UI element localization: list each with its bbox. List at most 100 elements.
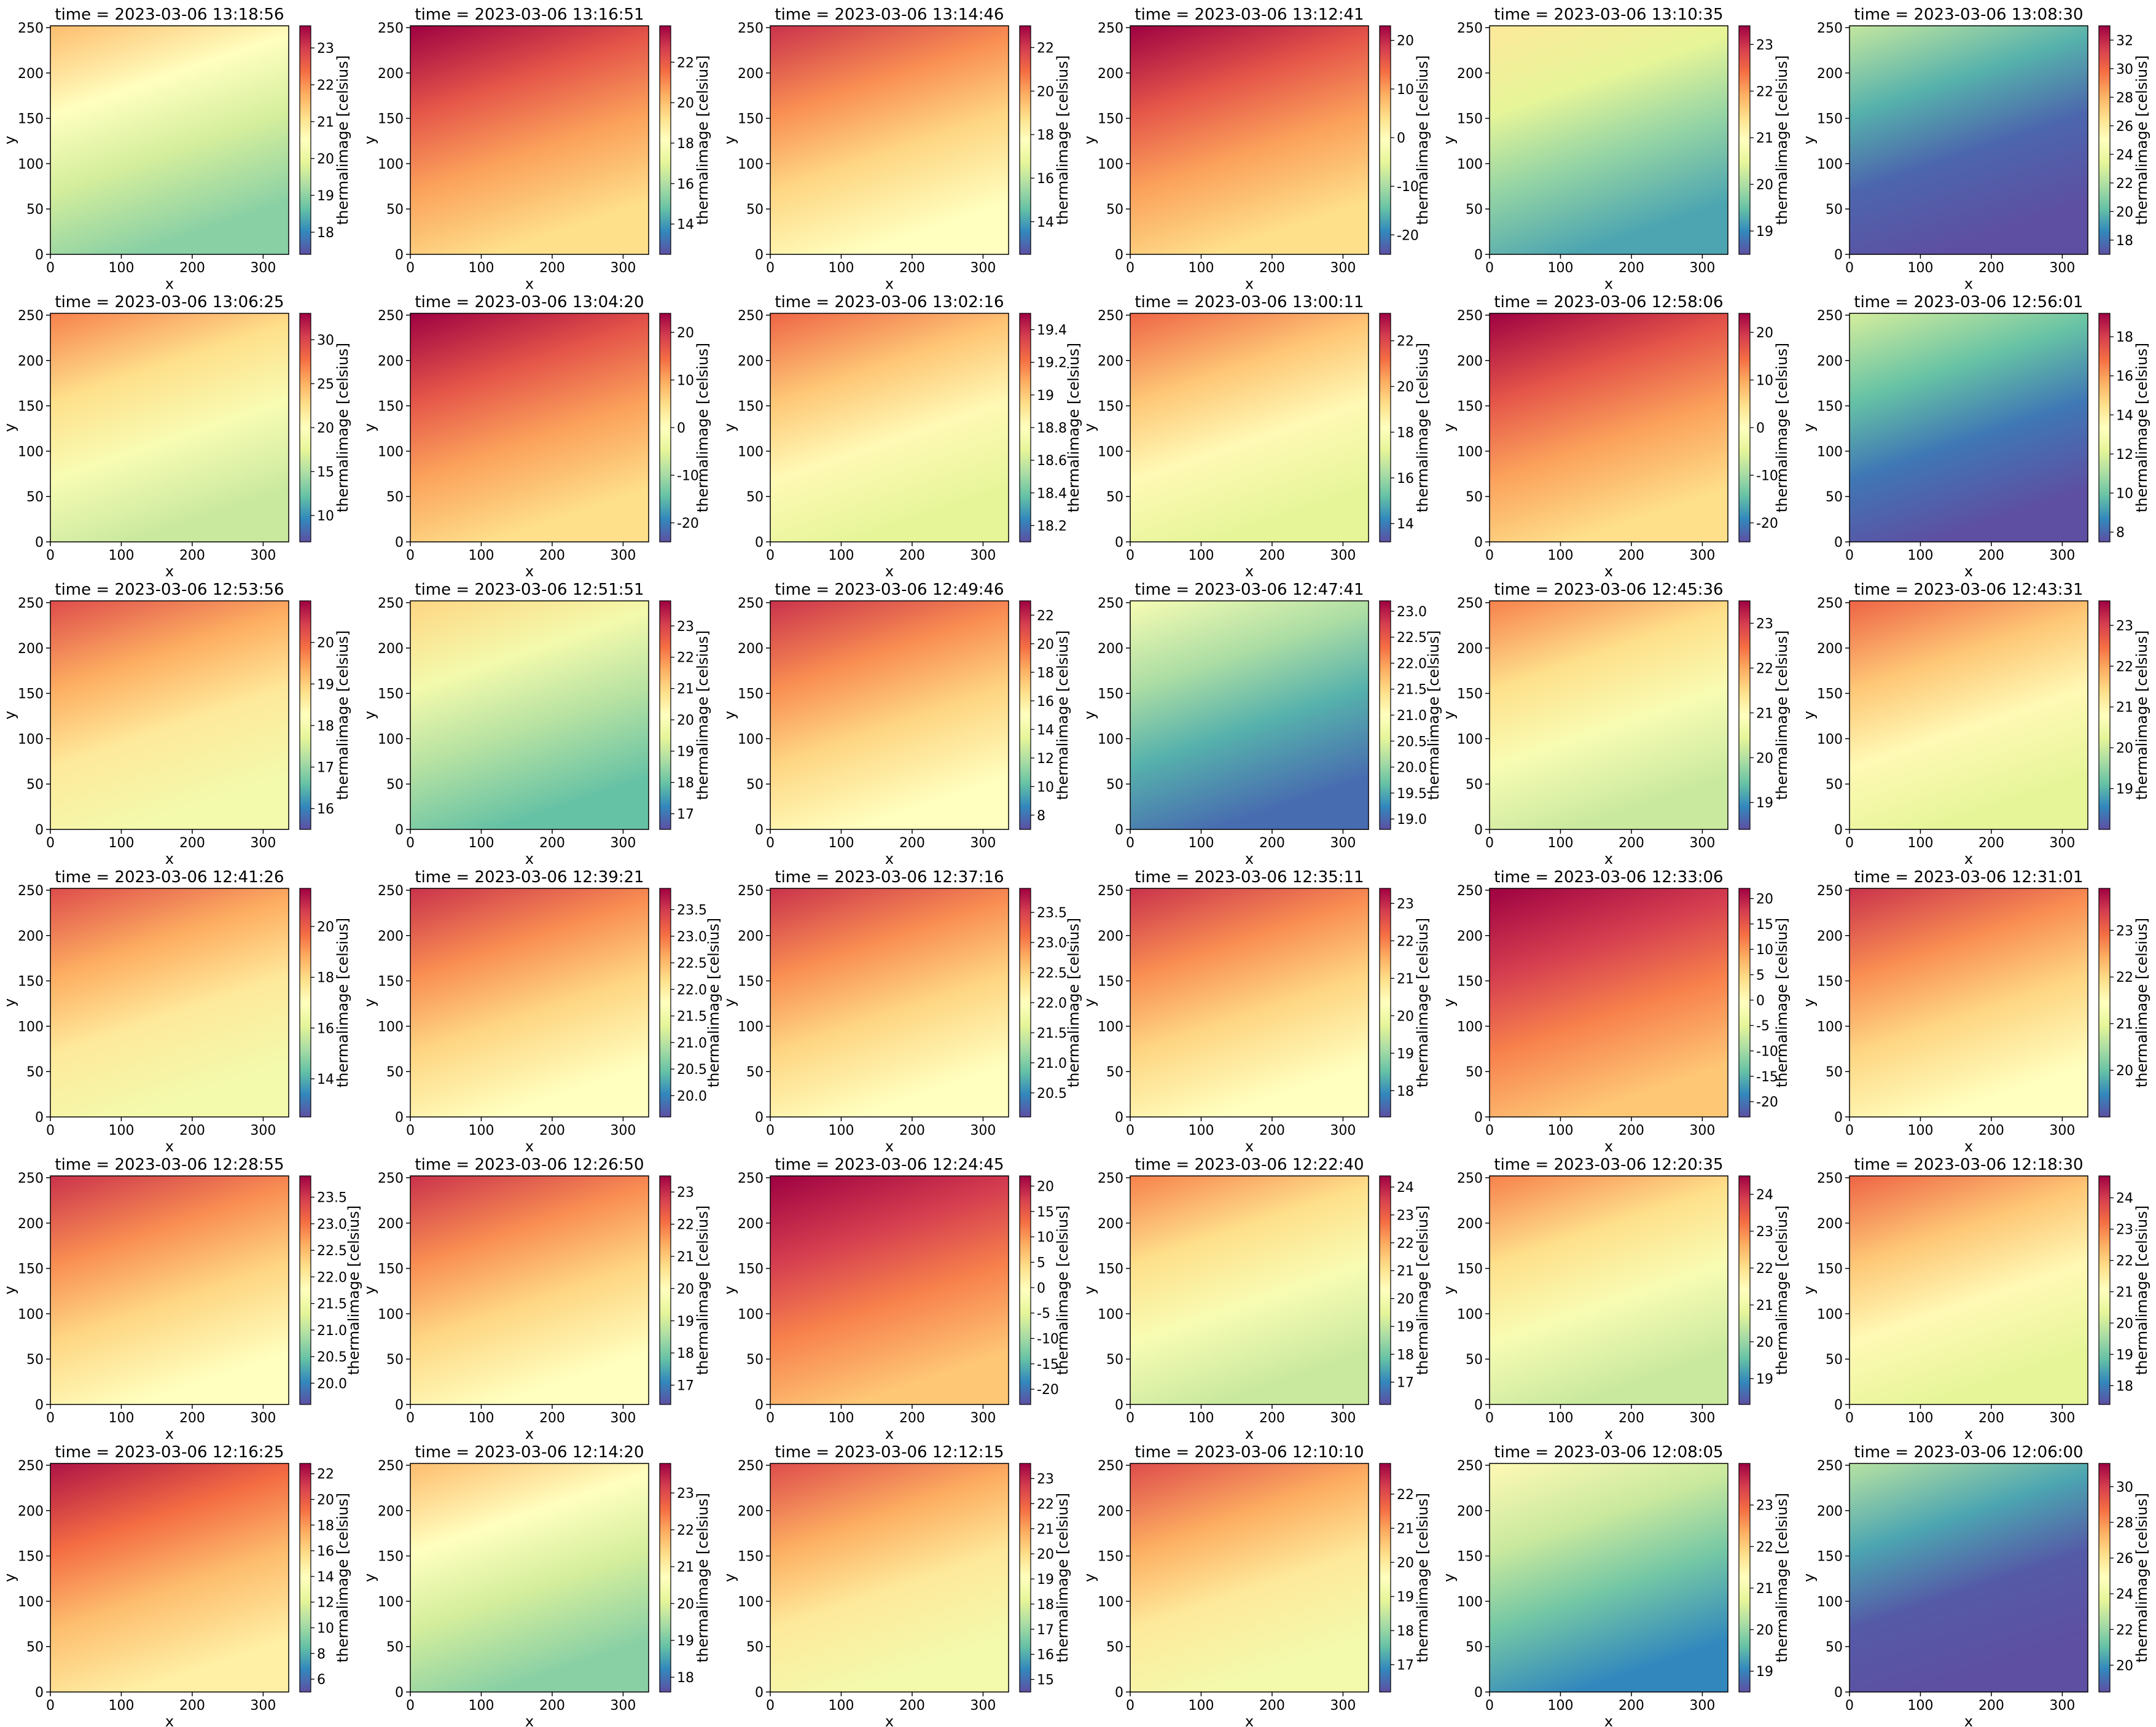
colorbar [299, 600, 311, 830]
heatmap-image [410, 313, 649, 542]
x-tick-label: 100 [108, 1698, 134, 1713]
subplot-26: time = 2023-03-06 12:26:50 0 100 200 300 0 50 1… [361, 1156, 711, 1443]
colorbar-tick-label: 21 [317, 115, 334, 130]
y-tick-label: 100 [1098, 444, 1123, 460]
colorbar-tick-label: 23 [2116, 1223, 2133, 1238]
colorbar-tick-label: 15 [317, 465, 334, 480]
x-tick-label: 0 [406, 836, 415, 851]
y-tick-label: 100 [738, 1594, 764, 1610]
x-tick-label: 300 [610, 1698, 636, 1713]
colorbar-tick-label: 20 [677, 1282, 694, 1297]
y-tick-label: 250 [1098, 1171, 1123, 1186]
x-axis-label: x [1245, 1138, 1254, 1155]
heatmap-image [410, 26, 649, 254]
x-tick-label: 300 [1330, 1123, 1356, 1138]
x-tick-label: 300 [2049, 260, 2075, 276]
colorbar-tick-label: 26 [2116, 1551, 2133, 1567]
colorbar-tick-label: 24 [2116, 147, 2133, 163]
x-tick-label: 100 [1188, 548, 1214, 563]
y-tick-label: 0 [1474, 535, 1483, 550]
x-axis-label: x [525, 563, 534, 580]
y-tick-label: 100 [1457, 1594, 1483, 1610]
colorbar [659, 1175, 671, 1405]
colorbar-tick-label: 16 [317, 1544, 334, 1559]
y-tick-label: 50 [746, 777, 764, 793]
y-tick-label: 250 [738, 21, 764, 36]
x-tick-label: 200 [539, 1411, 565, 1426]
y-axis-label: y [721, 1286, 738, 1294]
colorbar-tick-label: 19 [317, 189, 334, 204]
colorbar-tick-label: 21 [1397, 1264, 1414, 1279]
colorbar-tick-label: 22 [677, 651, 694, 666]
y-tick-label: 200 [1457, 354, 1483, 369]
y-tick-label: 50 [1466, 202, 1483, 217]
colorbar [299, 888, 311, 1118]
colorbar-label: thermalimage [celsius] [1773, 55, 1791, 225]
y-tick-label: 100 [1817, 732, 1843, 747]
colorbar-tick-label: 19 [317, 677, 334, 692]
x-axis-label: x [885, 275, 894, 292]
x-axis-label: x [1964, 563, 1973, 580]
y-axis-label: y [1081, 423, 1098, 432]
colorbar [659, 313, 671, 542]
colorbar-tick-label: 20.0 [1397, 761, 1427, 776]
y-tick-label: 200 [1098, 1216, 1123, 1232]
colorbar-tick-label: 21 [1756, 131, 1773, 146]
y-tick-label: 50 [386, 1640, 404, 1655]
heatmap-image [770, 601, 1009, 829]
colorbar [1019, 25, 1031, 255]
y-axis-label: y [1800, 136, 1818, 144]
colorbar-tick-label: 23 [317, 41, 334, 57]
colorbar-tick-label: 18 [1397, 1347, 1414, 1363]
colorbar-tick-label: 23 [2116, 619, 2133, 634]
y-tick-label: 250 [1817, 1459, 1843, 1474]
subplot-4: time = 2023-03-06 13:12:410 100 200 3000501… [1081, 6, 1431, 292]
y-tick-label: 200 [378, 929, 404, 944]
x-tick-label: 300 [610, 548, 636, 563]
colorbar [1379, 25, 1391, 255]
x-tick-label: 100 [1188, 1411, 1214, 1426]
y-tick-label: 150 [18, 1262, 44, 1277]
subplot-title: time = 2023-03-06 12:49:46 [775, 581, 1004, 599]
plot-frame [410, 1463, 649, 1693]
y-tick-label: 50 [386, 1352, 404, 1368]
x-axis-label: x [1964, 1425, 1973, 1443]
x-axis-label: x [165, 275, 174, 292]
colorbar [2098, 888, 2111, 1118]
y-tick-label: 250 [738, 308, 764, 324]
colorbar-tick-label: 12 [317, 1596, 334, 1611]
y-tick-label: 50 [1106, 777, 1123, 793]
y-tick-label: 100 [1098, 1307, 1123, 1322]
plot-frame [1130, 600, 1369, 830]
heatmap-image [1130, 888, 1369, 1117]
y-tick-label: 100 [18, 1019, 44, 1035]
y-tick-label: 150 [1457, 1262, 1483, 1277]
subplot-title: time = 2023-03-06 12:18:30 [1854, 1156, 2083, 1174]
x-tick-label: 0 [406, 1411, 415, 1426]
colorbar-tick-label: 22 [1397, 334, 1414, 350]
heatmap-image [1130, 1463, 1369, 1692]
x-tick-label: 200 [899, 260, 925, 276]
plot-frame [410, 25, 649, 255]
x-tick-label: 0 [46, 1698, 55, 1713]
colorbar-tick-label: 10 [2116, 487, 2133, 502]
colorbar-tick-label: 22 [317, 78, 334, 93]
subplot-2: time = 2023-03-06 13:16:51 0 100 200 300 0 50 1… [361, 6, 711, 292]
colorbar-tick-label: 20 [317, 152, 334, 167]
colorbar-tick-label: -10 [677, 469, 699, 484]
colorbar-tick-label: 20 [317, 636, 334, 651]
subplot-14: time = 2023-03-06 12:51:51 0 100 200 300 0 50 1… [361, 581, 711, 867]
y-tick-label: 250 [1457, 308, 1483, 324]
heatmap-image [50, 313, 289, 542]
y-tick-label: 0 [755, 1398, 764, 1413]
colorbar-tick-label: 10 [677, 374, 694, 389]
colorbar-tick-label: 23 [2116, 923, 2133, 939]
subplot-25: time = 2023-03-06 12:28:55 0 100 200 300 0 50 1… [1, 1156, 362, 1443]
colorbar-label: thermalimage [celsius] [1065, 343, 1082, 512]
colorbar-tick-label: 22.5 [677, 956, 707, 971]
subplot-10: time = 2023-03-06 13:00:11 0 100 200 300 0 50 1… [1081, 293, 1431, 580]
y-tick-label: 100 [1817, 444, 1843, 460]
subplot-title: time = 2023-03-06 12:47:41 [1135, 581, 1364, 599]
subplot-title: time = 2023-03-06 12:16:25 [55, 1443, 284, 1462]
subplot-35: time = 2023-03-06 12:08:05 0 100 200 300 0 50 1… [1440, 1443, 1791, 1727]
